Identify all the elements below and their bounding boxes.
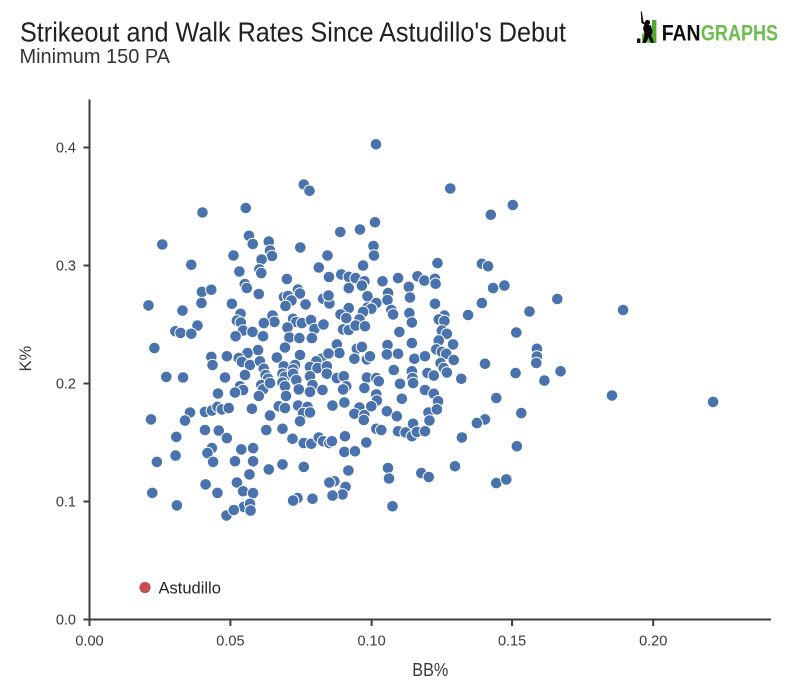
svg-text:0.05: 0.05 — [216, 634, 244, 650]
svg-text:0.0: 0.0 — [56, 613, 76, 629]
svg-text:0.20: 0.20 — [639, 634, 667, 650]
svg-text:0.1: 0.1 — [56, 495, 76, 511]
svg-text:0.4: 0.4 — [56, 141, 76, 157]
svg-text:0.15: 0.15 — [498, 634, 526, 650]
svg-text:0.2: 0.2 — [56, 377, 76, 393]
svg-text:K%: K% — [17, 346, 35, 372]
svg-text:GRAPHS: GRAPHS — [701, 20, 778, 45]
svg-text:Strikeout and Walk Rates Since: Strikeout and Walk Rates Since Astudillo… — [20, 17, 566, 48]
svg-text:0.10: 0.10 — [357, 634, 385, 650]
svg-text:Minimum 150 PA: Minimum 150 PA — [20, 46, 171, 68]
svg-text:FAN: FAN — [662, 20, 701, 45]
svg-text:Astudillo: Astudillo — [159, 580, 221, 598]
svg-text:0.00: 0.00 — [75, 634, 103, 650]
svg-text:0.3: 0.3 — [56, 259, 76, 275]
svg-text:BB%: BB% — [412, 660, 448, 680]
